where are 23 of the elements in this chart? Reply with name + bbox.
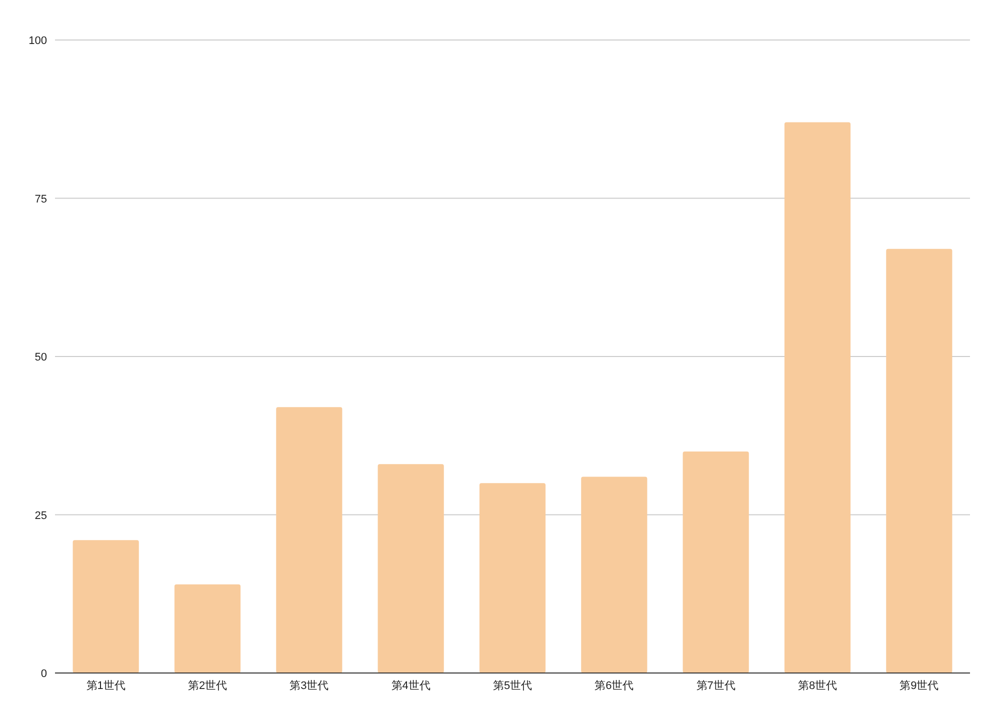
y-tick-label: 0 [40, 668, 47, 680]
bar [886, 248, 952, 673]
bar [581, 476, 648, 673]
y-tick-label: 75 [34, 193, 47, 206]
x-tick-label: 第3世代 [290, 679, 329, 692]
bar [784, 122, 851, 673]
y-tick-label: 100 [28, 35, 47, 47]
y-tick-label: 25 [34, 510, 47, 522]
bar [378, 464, 444, 673]
bar [276, 407, 342, 673]
x-tick-label: 第4世代 [391, 679, 430, 692]
bar [174, 584, 241, 673]
bar [72, 540, 139, 673]
y-tick-label: 50 [34, 352, 47, 364]
x-tick-label: 第8世代 [798, 679, 838, 692]
bar [682, 451, 749, 673]
x-tick-label: 第1世代 [86, 679, 126, 692]
x-tick-label: 第5世代 [492, 679, 532, 692]
x-tick-label: 第7世代 [696, 679, 736, 692]
x-tick-label: 第9世代 [900, 679, 939, 692]
x-tick-label: 第6世代 [594, 679, 634, 692]
bar [479, 483, 546, 673]
x-tick-label: 第2世代 [188, 679, 228, 692]
